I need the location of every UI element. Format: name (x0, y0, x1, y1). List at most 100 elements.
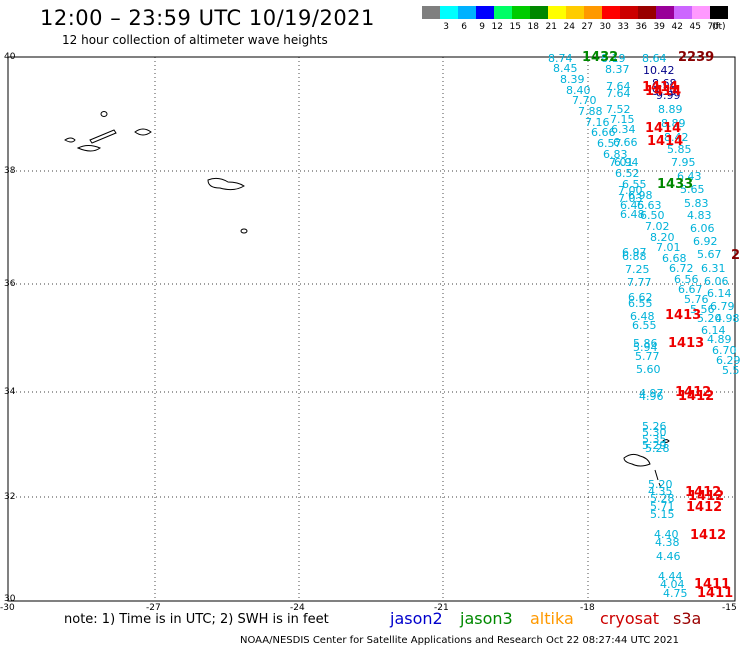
legend-label: 15 (509, 22, 521, 32)
island-porto-santo (662, 439, 670, 443)
wave-height-value: 10.42 (643, 64, 675, 77)
wave-height-value: 6.68 (662, 252, 687, 265)
pass-time-label: 1414 (645, 84, 681, 99)
wave-height-value: 8.37 (605, 63, 630, 76)
pass-time-label: 1411 (697, 586, 733, 601)
legend-label: (ft) (712, 22, 726, 32)
wave-height-value: 8.74 (548, 52, 573, 65)
legend-swatch (638, 6, 656, 19)
pass-time-label: 1414 (642, 80, 678, 95)
island-santa-maria (240, 228, 248, 234)
wave-height-value: 4.40 (654, 528, 679, 541)
wave-height-value: 7.01 (609, 156, 634, 169)
legend-label: 3 (443, 22, 449, 32)
legend-label: 18 (527, 22, 539, 32)
wave-height-value: 5.77 (635, 350, 660, 363)
wave-height-value: 8.40 (566, 84, 591, 97)
wave-height-value: 4.75 (663, 587, 688, 600)
wave-height-value: 6.92 (693, 235, 718, 248)
y-label: 40 (4, 52, 16, 62)
wave-height-value: 6.34 (611, 123, 636, 136)
wave-height-value: 6.66 (613, 136, 638, 149)
legend-swatch (512, 6, 530, 19)
track-values-layer: 8.748.458.398.407.707.887.166.666.576.83… (548, 52, 740, 600)
legend-label: 45 (689, 22, 701, 32)
wave-height-value: 7.88 (578, 105, 603, 118)
wave-height-value: 8.42 (664, 131, 689, 144)
wave-height-value: 8.68 (652, 77, 677, 90)
wave-height-value: 6.94 (614, 156, 639, 169)
legend-swatch (530, 6, 548, 19)
wave-height-value: 6.83 (603, 148, 628, 161)
wave-height-value: 5.83 (684, 197, 709, 210)
legend-label: 12 (491, 22, 503, 32)
wave-height-value: 5.50 (722, 364, 740, 377)
grid (8, 57, 735, 601)
x-label: -27 (146, 603, 161, 613)
wave-height-value: 5.15 (650, 508, 675, 521)
wave-height-value: 6.70 (712, 344, 737, 357)
island-faial (64, 137, 76, 143)
x-label: -24 (290, 603, 305, 613)
wave-height-value: 5.26 (642, 420, 667, 433)
wave-height-value: 6.45 (620, 199, 645, 212)
pass-time-label: 1413 (668, 336, 704, 351)
wave-height-value: 4.98 (715, 312, 740, 325)
island-flores (100, 111, 108, 117)
plot-frame (7, 56, 736, 602)
pass-time-label: 1412 (675, 385, 711, 400)
wave-height-value: 7.52 (606, 103, 631, 116)
wave-height-value: 7.02 (645, 220, 670, 233)
credit-line: NOAA/NESDIS Center for Satellite Applica… (240, 635, 679, 646)
wave-height-value: 6.14 (701, 324, 726, 337)
wave-height-value: 6.48 (620, 208, 645, 221)
wave-height-value: 4.35 (648, 485, 673, 498)
legend-label: 24 (563, 22, 575, 32)
pass-time-label: 1432 (582, 50, 618, 65)
wave-height-value: 6.50 (640, 209, 665, 222)
wave-height-value: 5.76 (684, 293, 709, 306)
wave-height-value: 8.45 (553, 62, 578, 75)
pass-time-label: 1412 (688, 489, 724, 504)
wave-height-value: 8.89 (658, 103, 683, 116)
wave-height-value: 4.89 (707, 333, 732, 346)
x-label: -21 (434, 603, 449, 613)
legend-swatch (476, 6, 494, 19)
wave-height-value: 6.79 (710, 300, 735, 313)
legend-swatch (548, 6, 566, 19)
satellite-cryosat: cryosat (600, 609, 660, 628)
wave-height-value: 7.25 (625, 263, 650, 276)
legend-swatch (620, 6, 638, 19)
legend-swatch (710, 6, 728, 19)
wave-height-value: 9.39 (652, 85, 677, 98)
wave-height-value: 5.56 (690, 303, 715, 316)
island-sao-jorge (89, 129, 117, 144)
wave-height-value: 4.97 (639, 387, 664, 400)
page-title: 12:00 – 23:59 UTC 10/19/2021 (40, 6, 375, 30)
wave-height-value: 6.62 (628, 291, 653, 304)
wave-height-value: 7.03 (618, 192, 643, 205)
y-label: 38 (4, 166, 16, 176)
pass-time-label: 1414 (645, 121, 681, 136)
legend-label: 36 (635, 22, 647, 32)
legend-swatch (494, 6, 512, 19)
wave-height-value: 5.35 (642, 433, 667, 446)
legend-label: 42 (671, 22, 683, 32)
wave-height-value: 5.60 (636, 363, 661, 376)
island-madeira (623, 453, 651, 467)
wave-height-value: 6.06 (704, 275, 729, 288)
wave-height-value: 6.06 (690, 222, 715, 235)
legend-label: 6 (461, 22, 467, 32)
wave-height-value: 6.97 (622, 246, 647, 259)
pass-time-label: 1412 (685, 485, 721, 500)
wave-height-value: 6.43 (677, 170, 702, 183)
island-terceira (134, 128, 152, 136)
wave-height-value: 6.55 (622, 178, 647, 191)
wave-height-value: 6.98 (628, 189, 653, 202)
x-label: -15 (722, 603, 737, 613)
wave-height-value: 5.20 (697, 312, 722, 325)
wave-height-value: 6.88 (622, 250, 647, 263)
wave-height-value: 4.96 (639, 390, 664, 403)
wave-height-value: 6.55 (632, 319, 657, 332)
wave-height-value: 5.30 (642, 426, 667, 439)
